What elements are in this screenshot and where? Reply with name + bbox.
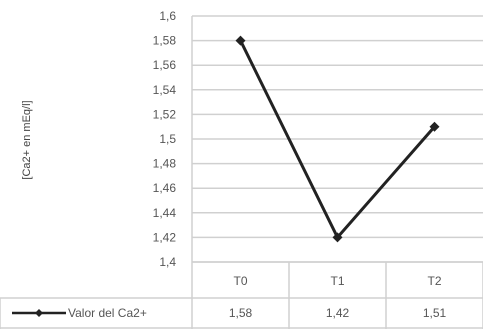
- data-table: T0 T1 T2 Valor del Ca2+ 1,58 1,42 1,51: [0, 261, 483, 329]
- y-tick-label: 1,46: [153, 181, 177, 195]
- legend-marker: [35, 309, 43, 317]
- y-tick-label: 1,5: [159, 132, 176, 146]
- y-tick-label: 1,58: [153, 34, 177, 48]
- grid-lines: [191, 15, 483, 263]
- x-category-label: T0: [233, 274, 247, 288]
- y-tick-label: 1,52: [153, 107, 177, 121]
- legend-series-name: Valor del Ca2+: [68, 306, 147, 320]
- data-point-marker: [235, 35, 246, 46]
- data-point-marker: [332, 232, 343, 243]
- data-table-value: 1,58: [229, 306, 253, 320]
- y-tick-label: 1,44: [153, 206, 177, 220]
- data-table-value: 1,51: [423, 306, 447, 320]
- series-layer: [235, 35, 440, 243]
- y-tick-label: 1,42: [153, 230, 177, 244]
- y-tick-labels: 1,4 1,42 1,44 1,46 1,48 1,5 1,52 1,54 1,56 1,58 1,…: [153, 9, 177, 269]
- x-category-label: T1: [330, 274, 344, 288]
- y-tick-label: 1,6: [159, 9, 176, 23]
- data-point-marker: [429, 121, 440, 132]
- y-tick-label: 1,56: [153, 58, 177, 72]
- y-tick-label: 1,54: [153, 83, 177, 97]
- y-tick-label: 1,48: [153, 157, 177, 171]
- data-table-value: 1,42: [326, 306, 350, 320]
- y-tick-label: 1,4: [159, 255, 176, 269]
- y-axis-label: [Ca2+ en mEq/l]: [21, 100, 33, 179]
- x-category-label: T2: [427, 274, 441, 288]
